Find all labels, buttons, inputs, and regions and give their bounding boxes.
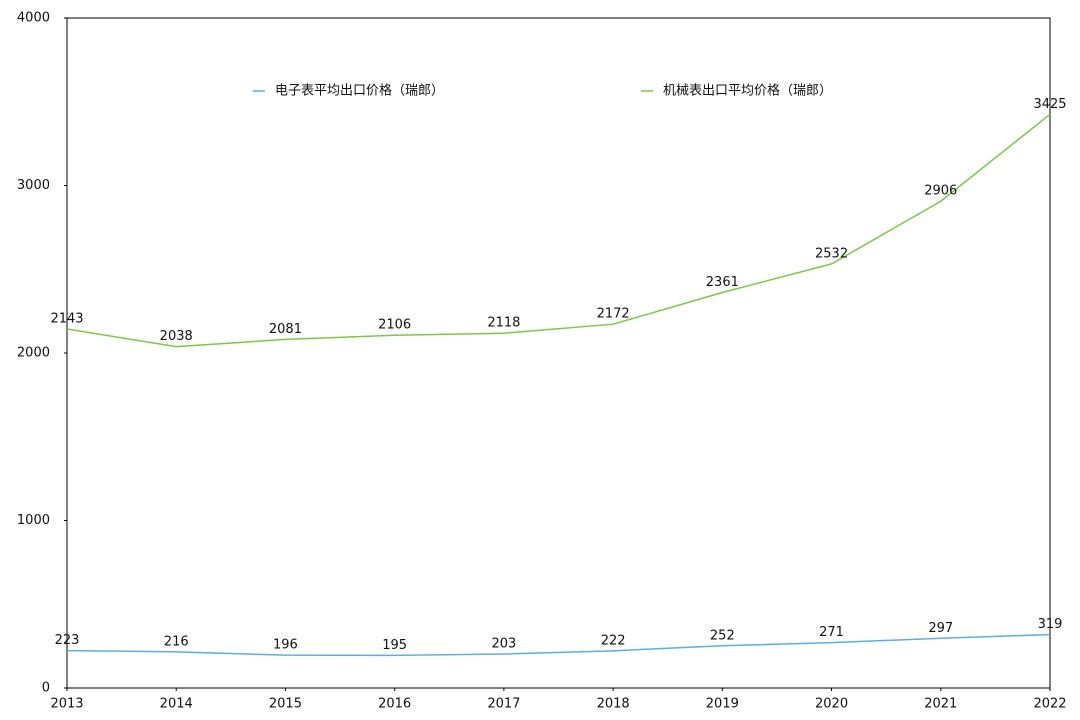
legend-label: 机械表出口平均价格（瑞郎） bbox=[663, 83, 832, 99]
data-label: 216 bbox=[164, 634, 189, 649]
x-tick-label: 2019 bbox=[706, 697, 739, 712]
data-label: 196 bbox=[273, 638, 298, 653]
x-tick-label: 2017 bbox=[487, 697, 520, 712]
x-tick-label: 2014 bbox=[160, 697, 193, 712]
data-label: 2038 bbox=[160, 329, 193, 344]
data-label: 2143 bbox=[50, 312, 83, 327]
series-line bbox=[66, 113, 1051, 348]
data-label: 195 bbox=[382, 638, 407, 653]
series-line bbox=[66, 633, 1051, 657]
y-tick-label: 4000 bbox=[17, 11, 50, 26]
x-tick-label: 2016 bbox=[378, 697, 411, 712]
data-label: 2081 bbox=[269, 322, 302, 337]
data-label: 222 bbox=[601, 633, 626, 648]
data-label: 3425 bbox=[1033, 97, 1066, 112]
data-label: 203 bbox=[491, 636, 516, 651]
data-label: 2118 bbox=[487, 316, 520, 331]
data-label: 223 bbox=[55, 633, 80, 648]
data-label: 252 bbox=[710, 628, 735, 643]
x-tick-label: 2015 bbox=[269, 697, 302, 712]
x-tick-label: 2018 bbox=[597, 697, 630, 712]
data-label: 2106 bbox=[378, 318, 411, 333]
x-tick-label: 2021 bbox=[924, 697, 957, 712]
y-tick-label: 1000 bbox=[17, 513, 50, 528]
y-tick-label: 3000 bbox=[17, 178, 50, 193]
data-label: 271 bbox=[819, 625, 844, 640]
data-label: 2172 bbox=[597, 307, 630, 322]
x-tick-label: 2013 bbox=[50, 697, 83, 712]
plot-frame bbox=[66, 17, 1051, 689]
data-label: 297 bbox=[928, 621, 953, 636]
data-label: 319 bbox=[1038, 617, 1063, 632]
data-label: 2361 bbox=[706, 275, 739, 290]
legend-label: 电子表平均出口价格（瑞郎） bbox=[275, 83, 444, 99]
data-label: 2532 bbox=[815, 246, 848, 261]
data-label: 2906 bbox=[924, 184, 957, 199]
x-tick-label: 2020 bbox=[815, 697, 848, 712]
y-tick-label: 0 bbox=[42, 681, 50, 696]
y-tick-label: 2000 bbox=[17, 346, 50, 361]
x-tick-label: 2022 bbox=[1033, 697, 1066, 712]
